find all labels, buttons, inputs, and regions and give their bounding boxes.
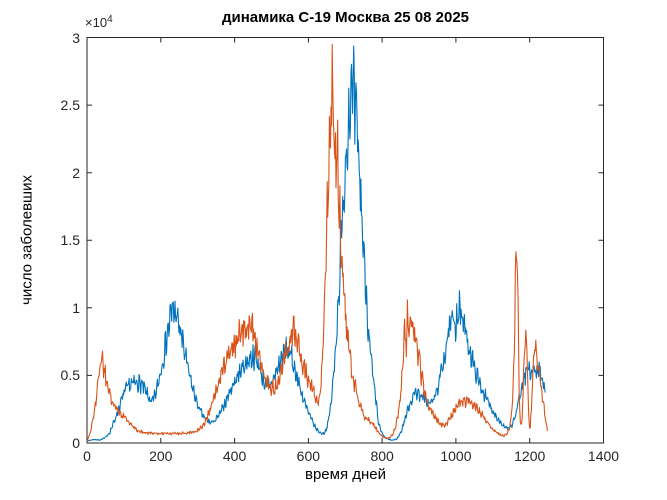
x-axis-label: время дней [304,466,386,483]
y-axis-exponent-label: ×104 [85,14,113,30]
plot-box [86,37,604,444]
y-exponent-power: 4 [107,14,113,25]
series-line-series-2-orange [86,43,548,442]
axis-ticks [86,37,604,444]
series-line-series-1-blue [86,45,546,442]
y-exponent-base: ×10 [85,15,108,30]
chart-title: динамика С-19 Москва 25 08 2025 [221,9,470,26]
y-axis-label: число заболевших [18,175,36,305]
